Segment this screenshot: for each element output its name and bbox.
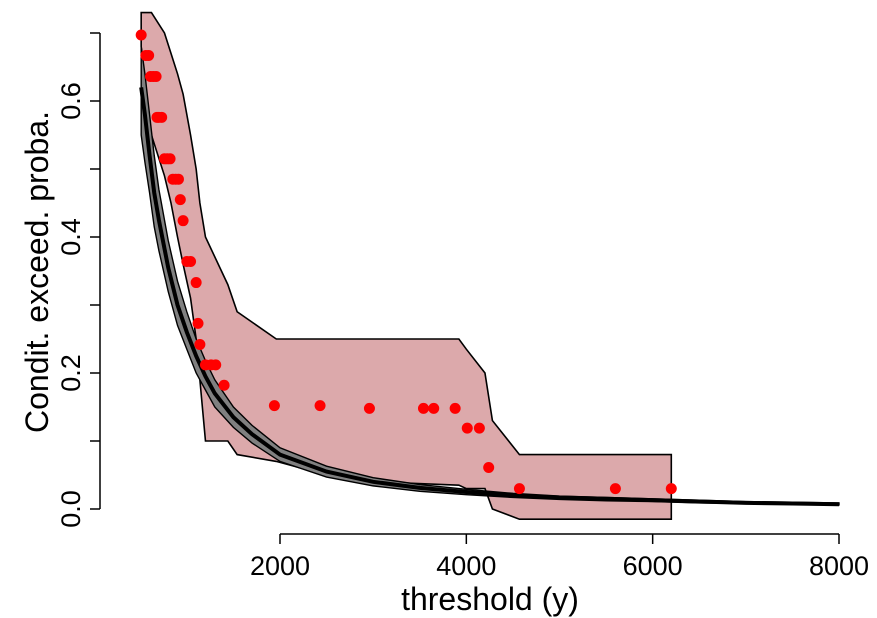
y-tick-label: 0.2 <box>56 354 86 392</box>
y-tick-label: 0.6 <box>56 82 86 120</box>
empirical-point <box>164 153 176 165</box>
empirical-point <box>143 49 155 61</box>
empirical-point <box>156 111 168 123</box>
empirical-point <box>417 402 429 414</box>
empirical-point <box>314 400 326 412</box>
empirical-point <box>150 71 162 83</box>
empirical-point <box>449 402 461 414</box>
empirical-point <box>174 194 186 206</box>
empirical-point <box>428 402 440 414</box>
empirical-point <box>363 402 375 414</box>
x-tick-label: 4000 <box>436 551 496 581</box>
empirical-point <box>665 483 677 495</box>
empirical-confidence-band <box>140 11 673 521</box>
empirical-point <box>135 29 147 41</box>
empirical-point <box>192 317 204 329</box>
plot-area <box>135 11 840 521</box>
empirical-point <box>461 422 473 434</box>
y-tick-label: 0.4 <box>56 218 86 256</box>
model-confidence-band <box>140 46 840 506</box>
x-tick-label: 8000 <box>809 551 869 581</box>
empirical-point <box>210 359 222 371</box>
y-tick-label: 0.0 <box>56 490 86 528</box>
empirical-point <box>185 255 197 267</box>
axes: 2000 4000 6000 8000 0.0 0.2 0.4 0.6 <box>56 32 869 581</box>
empirical-point <box>172 173 184 185</box>
empirical-point <box>483 462 495 474</box>
empirical-point <box>194 338 206 350</box>
x-tick-label: 6000 <box>623 551 683 581</box>
x-axis-title: threshold (y) <box>401 581 579 617</box>
empirical-point <box>268 400 280 412</box>
empirical-point <box>190 277 202 289</box>
empirical-point <box>218 379 230 391</box>
empirical-point <box>609 483 621 495</box>
empirical-point <box>177 215 189 227</box>
model-fit-line <box>139 87 840 507</box>
empirical-point <box>473 422 485 434</box>
y-axis-title: Condit. exceed. proba. <box>19 111 55 433</box>
empirical-point <box>513 483 525 495</box>
x-tick-label: 2000 <box>250 551 310 581</box>
